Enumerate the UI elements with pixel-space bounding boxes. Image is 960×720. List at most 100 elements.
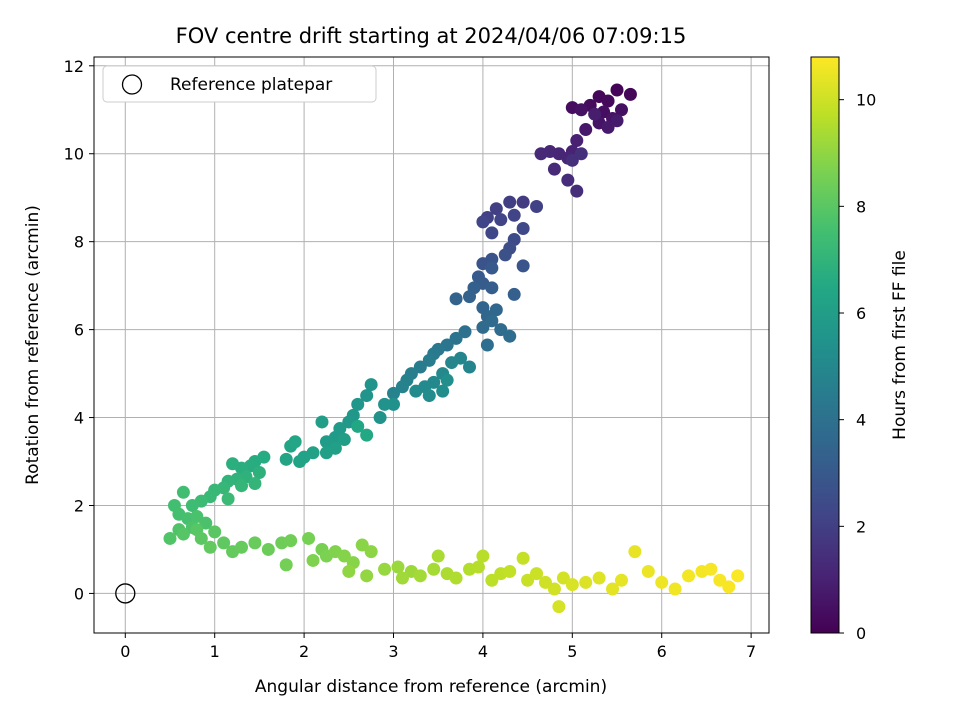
data-point xyxy=(628,545,642,559)
data-point xyxy=(252,466,266,480)
data-point xyxy=(235,540,249,554)
data-point xyxy=(476,215,490,229)
x-tick-label: 3 xyxy=(388,642,398,661)
x-tick-label: 0 xyxy=(120,642,130,661)
data-point xyxy=(462,290,476,304)
colorbar-gradient xyxy=(810,56,840,634)
data-point xyxy=(248,536,262,550)
data-point xyxy=(494,213,508,227)
data-point xyxy=(360,389,374,403)
data-point xyxy=(503,564,517,578)
data-point xyxy=(176,527,190,541)
data-point xyxy=(485,261,499,275)
legend-box xyxy=(102,65,377,103)
x-axis-label: Angular distance from reference (arcmin) xyxy=(255,677,607,697)
data-point xyxy=(458,325,472,339)
data-point xyxy=(176,485,190,499)
data-point xyxy=(436,384,450,398)
data-point xyxy=(190,509,204,523)
data-point xyxy=(445,356,459,370)
data-point xyxy=(601,120,615,134)
grid-lines xyxy=(94,57,769,633)
data-point xyxy=(221,492,235,506)
x-tick-label: 7 xyxy=(746,642,756,661)
data-point xyxy=(570,184,584,198)
data-point xyxy=(530,567,544,581)
data-point xyxy=(279,452,293,466)
data-point xyxy=(556,571,570,585)
data-point xyxy=(534,147,548,161)
data-point xyxy=(391,560,405,574)
data-point xyxy=(485,314,499,328)
data-point xyxy=(431,549,445,563)
data-point xyxy=(319,435,333,449)
chart-title: FOV centre drift starting at 2024/04/06 … xyxy=(176,24,687,48)
data-point xyxy=(185,498,199,512)
data-point xyxy=(682,569,696,583)
data-point xyxy=(610,83,624,97)
data-point xyxy=(516,551,530,565)
reference-layer xyxy=(115,583,136,604)
legend-label: Reference platepar xyxy=(170,75,332,95)
data-point xyxy=(565,578,579,592)
data-point xyxy=(427,562,441,576)
data-point xyxy=(606,582,620,596)
data-point xyxy=(507,287,521,301)
data-point xyxy=(413,569,427,583)
data-point xyxy=(395,380,409,394)
data-point xyxy=(668,582,682,596)
data-point xyxy=(449,292,463,306)
x-tick-label: 2 xyxy=(299,642,309,661)
data-point xyxy=(489,303,503,317)
data-point xyxy=(203,540,217,554)
data-point xyxy=(422,353,436,367)
data-point xyxy=(561,173,575,187)
data-point xyxy=(364,378,378,392)
data-point xyxy=(355,538,369,552)
data-point xyxy=(592,571,606,585)
data-point xyxy=(351,397,365,411)
y-tick-label: 4 xyxy=(74,409,84,428)
data-point xyxy=(516,259,530,273)
data-point xyxy=(422,389,436,403)
colorbar: 0 2 4 6 8 10 Hours from first FF file xyxy=(810,56,910,643)
y-tick-label: 6 xyxy=(74,321,84,340)
data-point xyxy=(565,153,579,167)
data-point xyxy=(489,202,503,216)
data-point xyxy=(302,531,316,545)
data-point xyxy=(494,323,508,337)
data-point xyxy=(731,569,745,583)
data-point xyxy=(342,564,356,578)
y-tick-label: 8 xyxy=(74,233,84,252)
data-point xyxy=(516,195,530,209)
data-point xyxy=(226,457,240,471)
data-point xyxy=(360,428,374,442)
data-point xyxy=(217,536,231,550)
data-point xyxy=(261,542,275,556)
y-axis-label: Rotation from reference (arcmin) xyxy=(23,205,43,485)
data-point xyxy=(574,103,588,117)
data-point xyxy=(387,386,401,400)
data-point xyxy=(547,162,561,176)
data-point xyxy=(449,571,463,585)
data-point xyxy=(248,477,262,491)
data-point xyxy=(574,147,588,161)
data-point xyxy=(480,338,494,352)
y-tick-label: 10 xyxy=(64,145,84,164)
data-point xyxy=(378,562,392,576)
reference-platepar-marker xyxy=(115,583,136,604)
plot-frame xyxy=(93,56,770,634)
data-point xyxy=(476,320,490,334)
data-point xyxy=(337,549,351,563)
data-point xyxy=(538,575,552,589)
data-point xyxy=(485,281,499,295)
data-point xyxy=(387,397,401,411)
data-points xyxy=(163,83,745,614)
data-point xyxy=(440,373,454,387)
data-point xyxy=(610,114,624,128)
data-point xyxy=(588,107,602,121)
colorbar-tick-label: 10 xyxy=(856,91,876,110)
data-point xyxy=(395,571,409,585)
